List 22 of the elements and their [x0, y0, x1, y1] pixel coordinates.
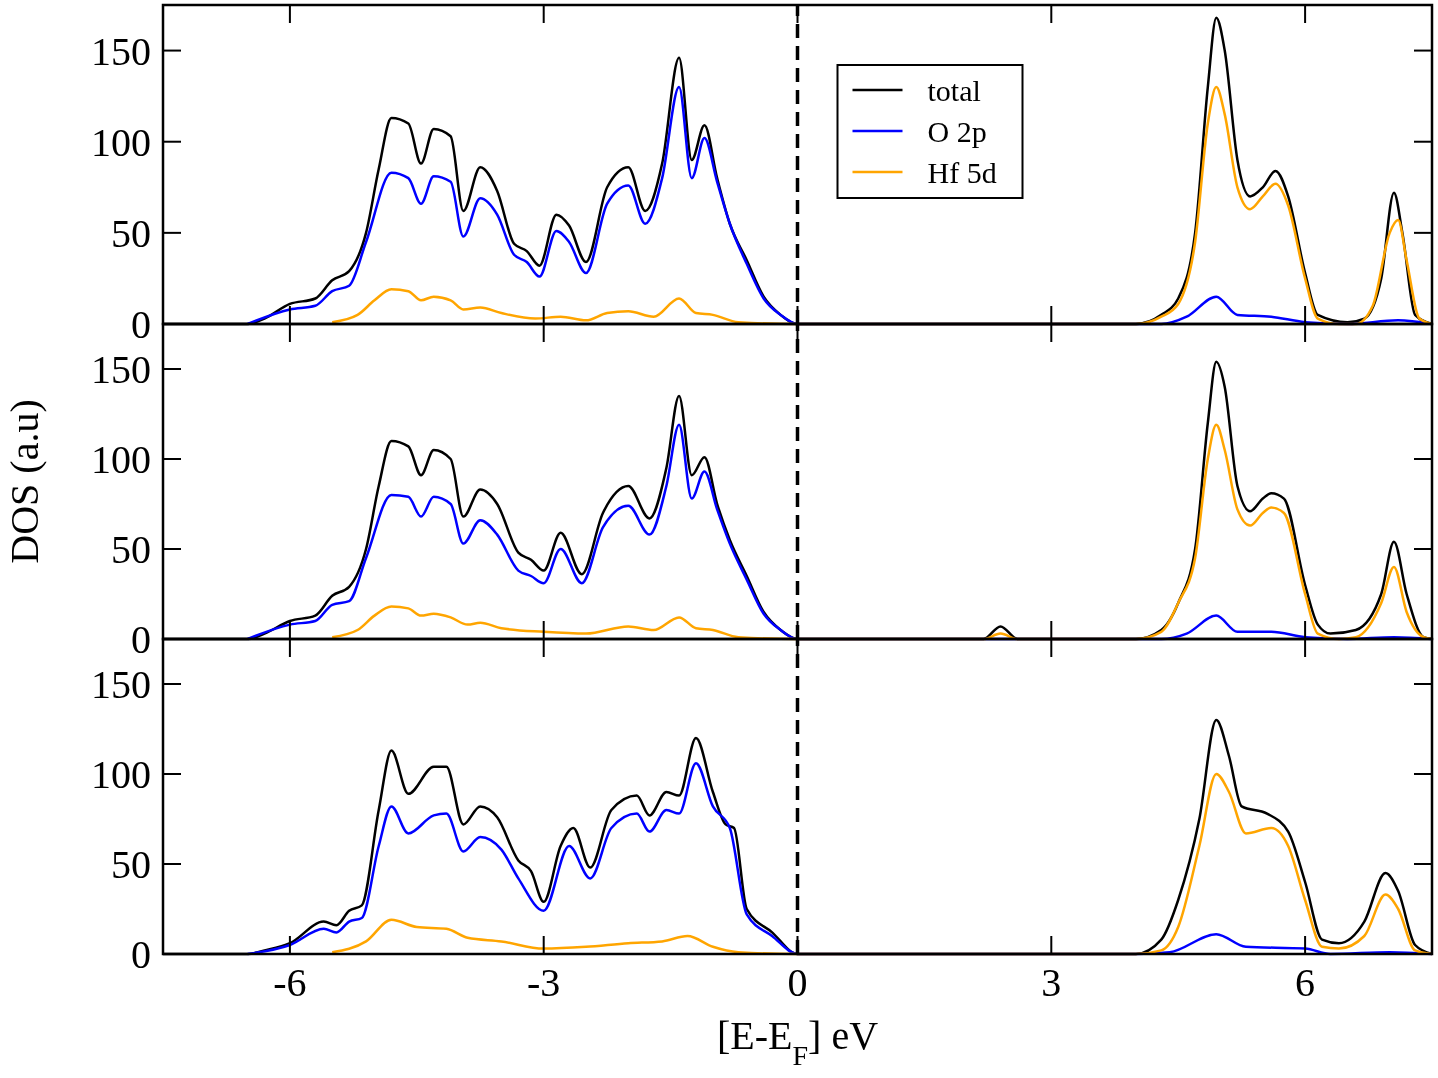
y-tick-label: 100: [91, 437, 151, 482]
y-tick-label: 50: [111, 210, 151, 256]
y-tick-label: 100: [91, 752, 151, 797]
x-tick-label: 6: [1295, 960, 1316, 1005]
legend-label: O 2p: [927, 114, 987, 148]
y-tick-label: 100: [91, 119, 151, 165]
x-tick-label: -6: [273, 960, 307, 1005]
y-tick-label: 150: [91, 662, 151, 707]
x-tick-label: 3: [1041, 960, 1062, 1005]
y-tick-label: 150: [91, 28, 151, 74]
y-tick-label: 150: [91, 347, 151, 392]
x-tick-label: -3: [527, 960, 561, 1005]
x-axis-title: [E-E$_{F}$] eV: [716, 1013, 879, 1071]
y-tick-label: 0: [131, 617, 151, 662]
legend-label: total: [927, 73, 981, 107]
y-axis-title: DOS (a.u): [2, 399, 47, 564]
legend-label: Hf 5d: [927, 155, 997, 189]
y-tick-label: 50: [111, 527, 151, 572]
x-tick-label: 0: [787, 960, 808, 1005]
y-tick-label: 50: [111, 842, 151, 887]
y-tick-label: 0: [131, 302, 151, 347]
y-tick-label: 0: [131, 932, 151, 977]
